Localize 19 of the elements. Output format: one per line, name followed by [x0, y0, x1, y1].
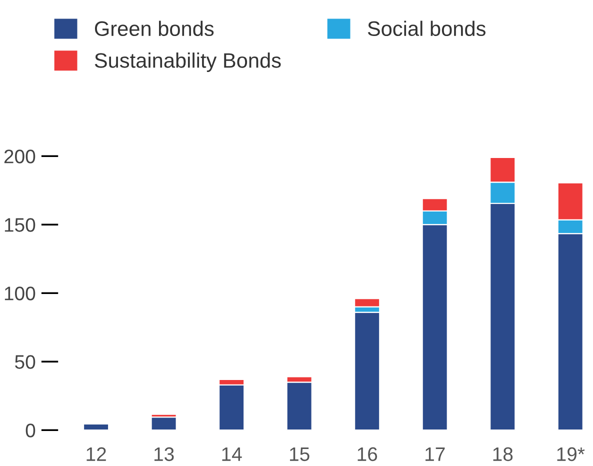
y-tick-label: 150: [4, 218, 36, 232]
legend-label: Sustainability Bonds: [94, 52, 281, 72]
x-tick-label: 13: [154, 447, 174, 462]
x-tick-label: 14: [222, 448, 242, 461]
bar: [354, 312, 380, 430]
x-tick-label: 12: [86, 447, 106, 461]
x-tick-label: 19*: [557, 447, 585, 462]
x-tick-label: 15: [290, 448, 310, 462]
y-tick-label: 50: [15, 355, 36, 369]
x-tick-label: 17: [426, 448, 445, 461]
bar: [150, 416, 177, 430]
legend-label: Green bonds: [94, 20, 214, 36]
bar: [82, 423, 110, 430]
legend-label: Social bonds: [368, 20, 486, 36]
y-tick-label: 200: [4, 150, 36, 164]
x-tick-label: 16: [358, 447, 378, 462]
y-tick-label: 0: [26, 424, 36, 438]
y-tick-label: 100: [4, 286, 36, 300]
x-tick-label: 18: [493, 447, 513, 462]
